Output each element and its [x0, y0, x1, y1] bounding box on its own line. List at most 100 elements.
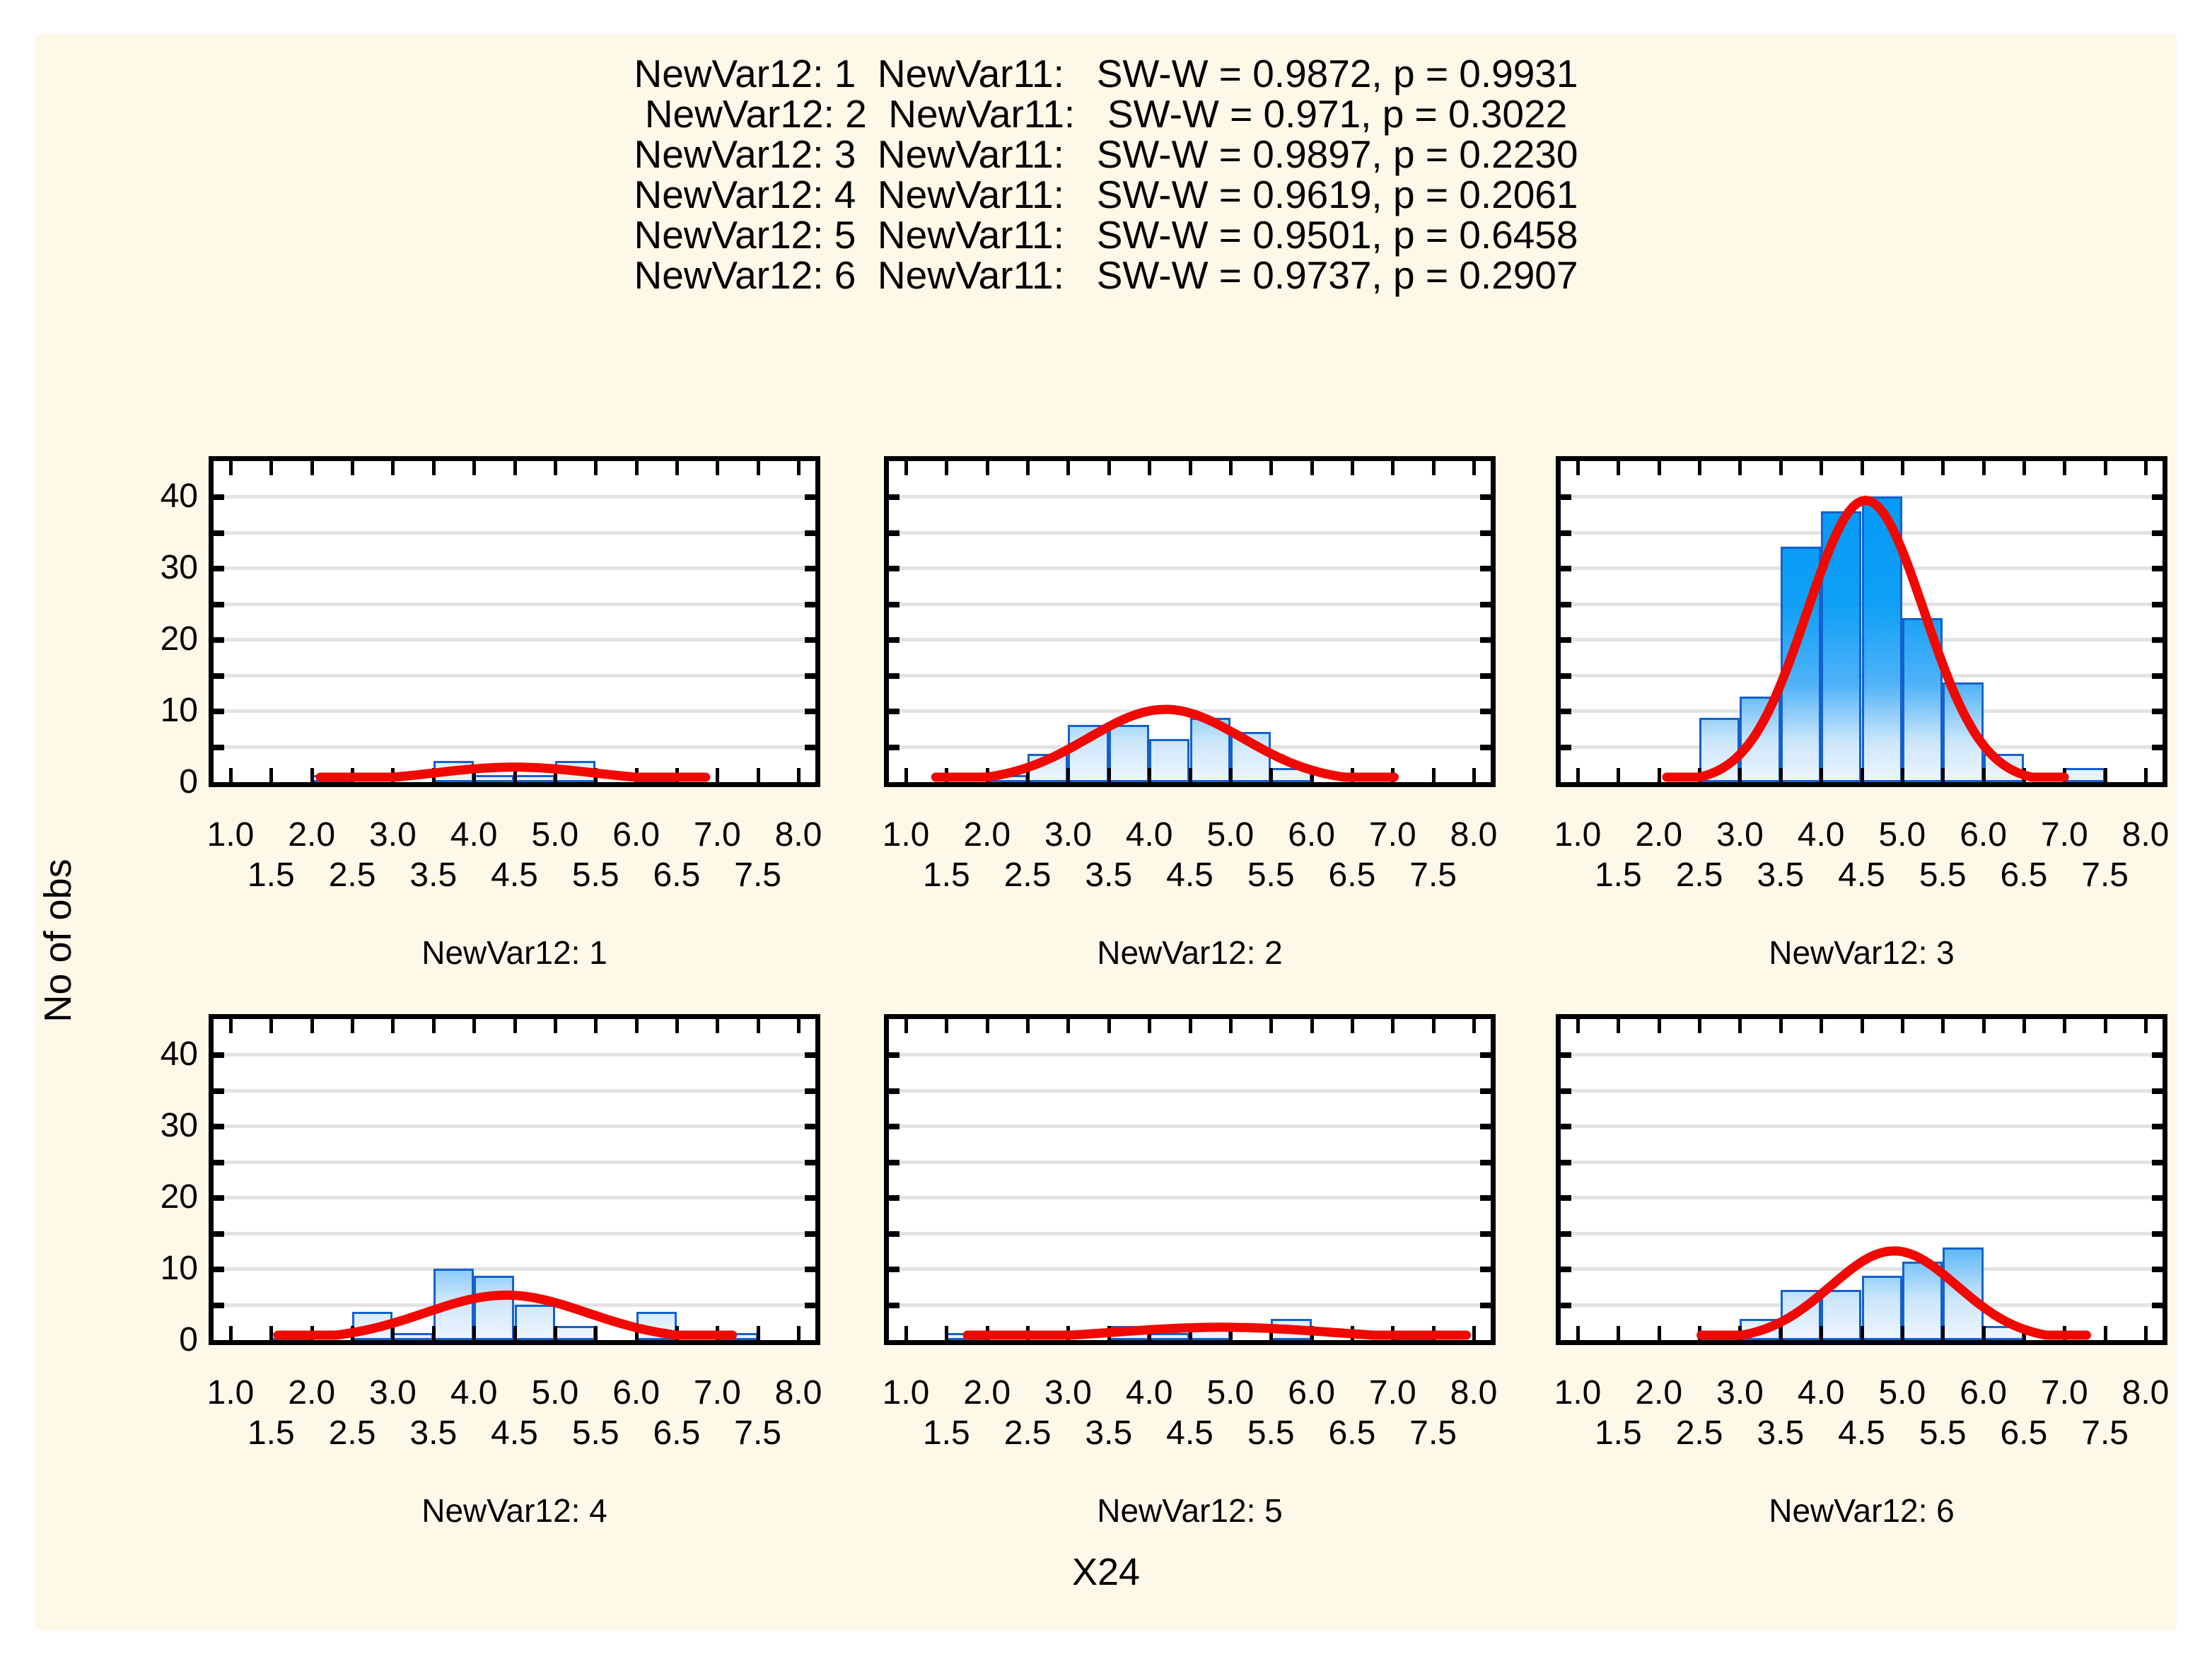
y-tick-mark — [1561, 1267, 1571, 1273]
x-tick-label: 4.5 — [491, 856, 538, 894]
x-tick-label: 4.0 — [450, 1374, 498, 1412]
grid-line — [214, 709, 815, 714]
y-tick-mark — [889, 637, 900, 644]
x-tick-mark — [1941, 461, 1945, 475]
x-tick-label: 7.5 — [1409, 856, 1457, 894]
x-tick-mark — [1779, 1019, 1783, 1033]
grid-line — [214, 1088, 815, 1093]
y-tick-mark — [2152, 530, 2162, 536]
x-tick-mark — [513, 768, 517, 782]
x-tick-labels-major: 1.0 2.0 3.0 4.0 5.0 6.0 7.0 8.0 — [207, 815, 822, 855]
x-tick-mark — [1228, 461, 1233, 475]
y-tick-mark — [1561, 673, 1571, 679]
x-tick-mark — [1391, 1019, 1395, 1033]
y-tick-mark — [1480, 1230, 1491, 1237]
subplot-newvar12-2: 1.0 2.0 3.0 4.0 5.0 6.0 7.0 8.0 1.5 2.5 3.5 4.5 5.5… — [883, 456, 1498, 994]
x-tick-label: 3.5 — [1757, 856, 1805, 894]
x-tick-label: 4.0 — [1797, 816, 1845, 854]
x-tick-mark — [2144, 768, 2148, 782]
x-tick-mark — [675, 461, 679, 475]
x-tick-mark — [1657, 768, 1661, 782]
x-tick-mark — [472, 461, 477, 475]
x-tick-mark — [431, 1019, 436, 1033]
grid-line — [214, 495, 815, 499]
x-tick-mark — [1617, 1019, 1621, 1033]
x-tick-mark — [1148, 461, 1152, 475]
y-tick-mark — [1480, 530, 1491, 536]
x-tick-labels-minor: 1.5 2.5 3.5 4.5 5.5 6.5 7.5 — [209, 1414, 820, 1453]
x-tick-label: 7.0 — [2040, 816, 2088, 854]
y-tick-mark — [1480, 601, 1491, 607]
subplot-newvar12-4: 0 10 20 30 40 1.0 2.0 3.0 4.0 5.0 6.0 7.0 8.0 1.5 2.… — [161, 1014, 822, 1552]
x-tick-label: 5.5 — [1919, 1414, 1967, 1452]
sw-test-line: NewVar12: 5 NewVar11: SW-W = 0.9501, p =… — [634, 213, 1578, 257]
y-tick-mark — [1480, 709, 1491, 715]
x-tick-mark — [1779, 768, 1783, 782]
x-tick-label: 5.5 — [1247, 856, 1295, 894]
x-tick-mark — [2103, 1019, 2107, 1033]
x-tick-labels-major: 1.0 2.0 3.0 4.0 5.0 6.0 7.0 8.0 — [883, 815, 1498, 855]
subplot-caption: NewVar12: 5 — [1097, 1492, 1283, 1529]
y-tick-mark — [214, 673, 224, 679]
x-tick-label: 6.0 — [1288, 1374, 1335, 1412]
x-tick-labels-minor: 1.5 2.5 3.5 4.5 5.5 6.5 7.5 — [1556, 856, 2167, 895]
x-tick-label: 6.0 — [612, 1374, 660, 1412]
x-tick-mark — [2144, 1326, 2148, 1340]
y-tick-mark — [214, 1195, 224, 1202]
x-tick-mark — [1228, 768, 1233, 782]
y-tick-mark — [1480, 1302, 1491, 1308]
x-tick-label: 7.5 — [734, 1414, 781, 1452]
x-tick-label: 3.5 — [409, 1414, 458, 1452]
y-tick-label: 20 — [160, 620, 198, 658]
x-tick-mark — [269, 461, 274, 475]
y-tick-mark — [1561, 1195, 1571, 1202]
x-tick-mark — [1657, 1326, 1661, 1340]
x-tick-mark — [1431, 768, 1436, 782]
y-tick-mark — [214, 566, 224, 572]
y-tick-mark — [1561, 601, 1571, 607]
y-tick-mark — [1561, 1230, 1571, 1237]
y-tick-mark — [889, 1088, 900, 1094]
grid-line — [889, 1088, 1491, 1093]
x-tick-mark — [1860, 768, 1864, 782]
y-tick-mark — [805, 601, 815, 607]
x-tick-mark — [594, 1326, 598, 1340]
grid-line — [1561, 1196, 2162, 1200]
x-tick-mark — [431, 461, 436, 475]
x-tick-mark — [431, 1326, 436, 1340]
x-tick-mark — [1472, 1326, 1476, 1340]
subplot-caption: NewVar12: 4 — [421, 1492, 607, 1529]
x-tick-mark — [904, 1326, 908, 1340]
x-tick-label: 8.0 — [774, 1374, 822, 1412]
x-tick-mark — [391, 1326, 395, 1340]
x-tick-mark — [716, 1019, 720, 1033]
x-tick-mark — [1657, 461, 1661, 475]
x-tick-mark — [229, 1019, 233, 1033]
y-tick-labels: 0 10 20 30 40 — [127, 456, 198, 801]
subplot-caption: NewVar12: 3 — [1769, 934, 1955, 971]
x-tick-mark — [675, 1019, 679, 1033]
y-tick-mark — [889, 744, 900, 750]
histogram-bar — [1149, 739, 1190, 782]
y-tick-mark — [805, 637, 815, 644]
x-tick-mark — [391, 1019, 395, 1033]
y-tick-mark — [214, 1052, 224, 1059]
x-tick-mark — [1738, 461, 1742, 475]
sw-test-line: NewVar12: 4 NewVar11: SW-W = 0.9619, p =… — [634, 173, 1578, 216]
x-tick-mark — [945, 1019, 949, 1033]
x-tick-mark — [269, 1326, 274, 1340]
x-tick-label: 3.0 — [1044, 1374, 1092, 1412]
grid-line — [889, 495, 1491, 499]
y-tick-mark — [889, 494, 900, 501]
x-tick-mark — [229, 1326, 233, 1340]
y-tick-mark — [2152, 494, 2162, 501]
x-tick-mark — [756, 768, 760, 782]
y-tick-mark — [2152, 1124, 2162, 1130]
grid-line — [889, 566, 1491, 571]
x-tick-label: 7.5 — [734, 856, 781, 894]
x-tick-mark — [904, 768, 908, 782]
grid-line — [1561, 1231, 2162, 1235]
x-tick-mark — [797, 768, 801, 782]
x-tick-mark — [1698, 1019, 1702, 1033]
x-tick-mark — [1820, 461, 1824, 475]
